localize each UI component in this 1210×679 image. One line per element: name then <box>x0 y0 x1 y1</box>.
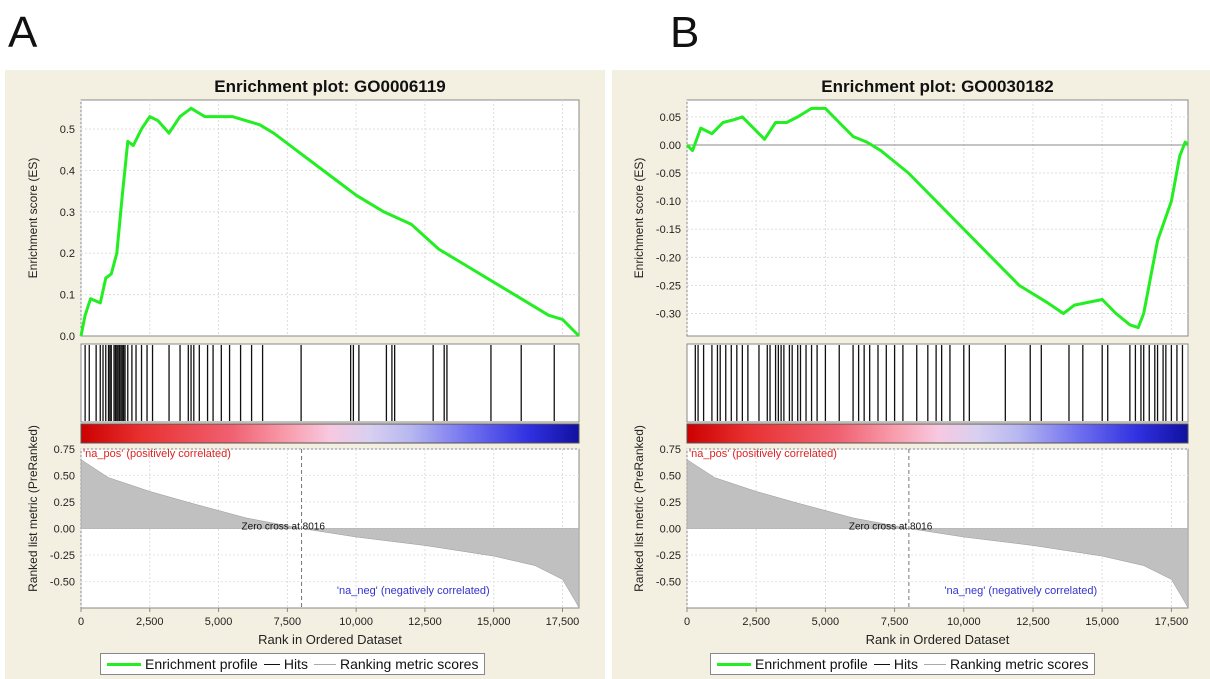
legend-item-hits: Hits <box>263 656 308 672</box>
x-tick-label: 17,500 <box>546 616 580 628</box>
x-tick-label: 15,000 <box>477 616 511 628</box>
es-tick-label: -0.25 <box>656 280 681 292</box>
rank-color-band <box>80 423 580 444</box>
metric-tick-label: -0.50 <box>50 577 75 589</box>
x-tick-label: 2,500 <box>136 616 164 628</box>
metric-tick-label: 0.00 <box>660 524 681 536</box>
enrichment-profile-line <box>685 106 1190 330</box>
ranking-swatch <box>923 663 946 665</box>
negative-correlated-label: 'na_neg' (negatively correlated) <box>337 585 490 597</box>
panel-a: Enrichment plot: GO0006119 0.0 0.1 0.2 0.3 0.… <box>5 70 605 679</box>
legend-item-ranking: Ranking metric scores <box>313 656 479 672</box>
metric-tick-label: -0.25 <box>50 550 75 562</box>
es-tick-label: 0.1 <box>60 290 75 302</box>
panel-letter-a: A <box>8 8 38 57</box>
ranking-swatch <box>313 663 336 665</box>
legend-label-enrichment: Enrichment profile <box>145 656 258 672</box>
metric-tick-label: 0.00 <box>54 524 75 536</box>
metric-tick-label: -0.50 <box>656 577 681 589</box>
es-tick-label: -0.20 <box>656 252 681 264</box>
metric-axis-label: Ranked list metric (PreRanked) <box>632 425 646 592</box>
x-tick-label: 5,000 <box>812 616 840 628</box>
x-tick-label: 12,500 <box>1016 616 1050 628</box>
enrichment-chart-a: Enrichment plot: GO0006119 0.0 0.1 0.2 0.3 0.… <box>26 77 581 647</box>
legend-item-enrichment: Enrichment profile <box>717 656 868 672</box>
metric-tick-label: 0.75 <box>54 444 75 456</box>
es-plot-area <box>80 99 580 337</box>
es-plot-area <box>686 99 1189 337</box>
legend-item-ranking: Ranking metric scores <box>923 656 1089 672</box>
es-tick-label: 0.5 <box>60 124 75 136</box>
x-tick-label: 10,000 <box>947 616 981 628</box>
hits-swatch <box>873 663 890 665</box>
legend-label-enrichment: Enrichment profile <box>755 656 868 672</box>
metric-tick-label: 0.50 <box>54 471 75 483</box>
x-tick-label: 0 <box>78 616 84 628</box>
zero-cross-label: Zero cross at 8016 <box>849 522 933 533</box>
panel-letter-b: B <box>670 8 700 57</box>
enrichment-profile-line <box>79 106 581 338</box>
x-tick-label: 17,500 <box>1155 616 1189 628</box>
ranking-metric-area <box>80 459 580 609</box>
panel-b: Enrichment plot: GO0030182 0.05 0.00 -0.05 -… <box>612 70 1210 679</box>
chart-title: Enrichment plot: GO0006119 <box>214 77 445 96</box>
metric-tick-label: -0.25 <box>656 550 681 562</box>
legend-label-ranking: Ranking metric scores <box>339 656 479 672</box>
x-tick-label: 15,000 <box>1085 616 1119 628</box>
es-tick-label: -0.15 <box>656 224 681 236</box>
x-tick-label: 0 <box>684 616 690 628</box>
positive-correlated-label: 'na_pos' (positively correlated) <box>83 448 231 460</box>
legend-item-enrichment: Enrichment profile <box>107 656 258 672</box>
metric-tick-label: 0.50 <box>660 471 681 483</box>
legend-label-hits: Hits <box>893 656 918 672</box>
negative-correlated-label: 'na_neg' (negatively correlated) <box>944 585 1097 597</box>
x-tick-label: 12,500 <box>408 616 442 628</box>
metric-tick-label: 0.25 <box>660 497 681 509</box>
es-tick-label: 0.0 <box>60 331 75 343</box>
x-axis-label: Rank in Ordered Dataset <box>258 632 402 647</box>
hits-plot-area <box>80 343 580 423</box>
metric-axis-label: Ranked list metric (PreRanked) <box>26 425 40 592</box>
es-tick-label: 0.00 <box>660 140 681 152</box>
x-tick-label: 7,500 <box>881 616 909 628</box>
x-tick-label: 7,500 <box>274 616 302 628</box>
metric-tick-label: 0.75 <box>660 444 681 456</box>
x-tick-label: 5,000 <box>205 616 233 628</box>
legend-label-ranking: Ranking metric scores <box>949 656 1089 672</box>
legend-a: Enrichment profile Hits Ranking metric s… <box>100 653 486 675</box>
x-tick-label: 2,500 <box>742 616 770 628</box>
ranking-metric-area <box>686 459 1189 609</box>
zero-cross-label: Zero cross at 8016 <box>242 522 326 533</box>
es-axis-label: Enrichment score (ES) <box>632 158 646 279</box>
enrichment-swatch <box>717 662 751 666</box>
es-tick-label: -0.05 <box>656 168 681 180</box>
legend-item-hits: Hits <box>873 656 918 672</box>
x-axis-label: Rank in Ordered Dataset <box>866 632 1010 647</box>
positive-correlated-label: 'na_pos' (positively correlated) <box>689 448 837 460</box>
enrichment-chart-b: Enrichment plot: GO0030182 0.05 0.00 -0.05 -… <box>632 77 1190 647</box>
hits-plot-area <box>686 343 1189 423</box>
metric-tick-label: 0.25 <box>54 497 75 509</box>
enrichment-swatch <box>107 662 141 666</box>
hits-swatch <box>263 663 280 665</box>
es-axis-label: Enrichment score (ES) <box>26 158 40 279</box>
es-tick-label: 0.4 <box>60 165 75 177</box>
es-tick-label: 0.05 <box>660 112 681 124</box>
legend-b: Enrichment profile Hits Ranking metric s… <box>710 653 1096 675</box>
es-tick-label: -0.30 <box>656 309 681 321</box>
es-tick-label: -0.10 <box>656 196 681 208</box>
rank-color-band <box>686 423 1189 444</box>
chart-title: Enrichment plot: GO0030182 <box>821 77 1053 96</box>
legend-label-hits: Hits <box>283 656 308 672</box>
x-tick-label: 10,000 <box>339 616 373 628</box>
es-tick-label: 0.2 <box>60 248 75 260</box>
es-tick-label: 0.3 <box>60 207 75 219</box>
